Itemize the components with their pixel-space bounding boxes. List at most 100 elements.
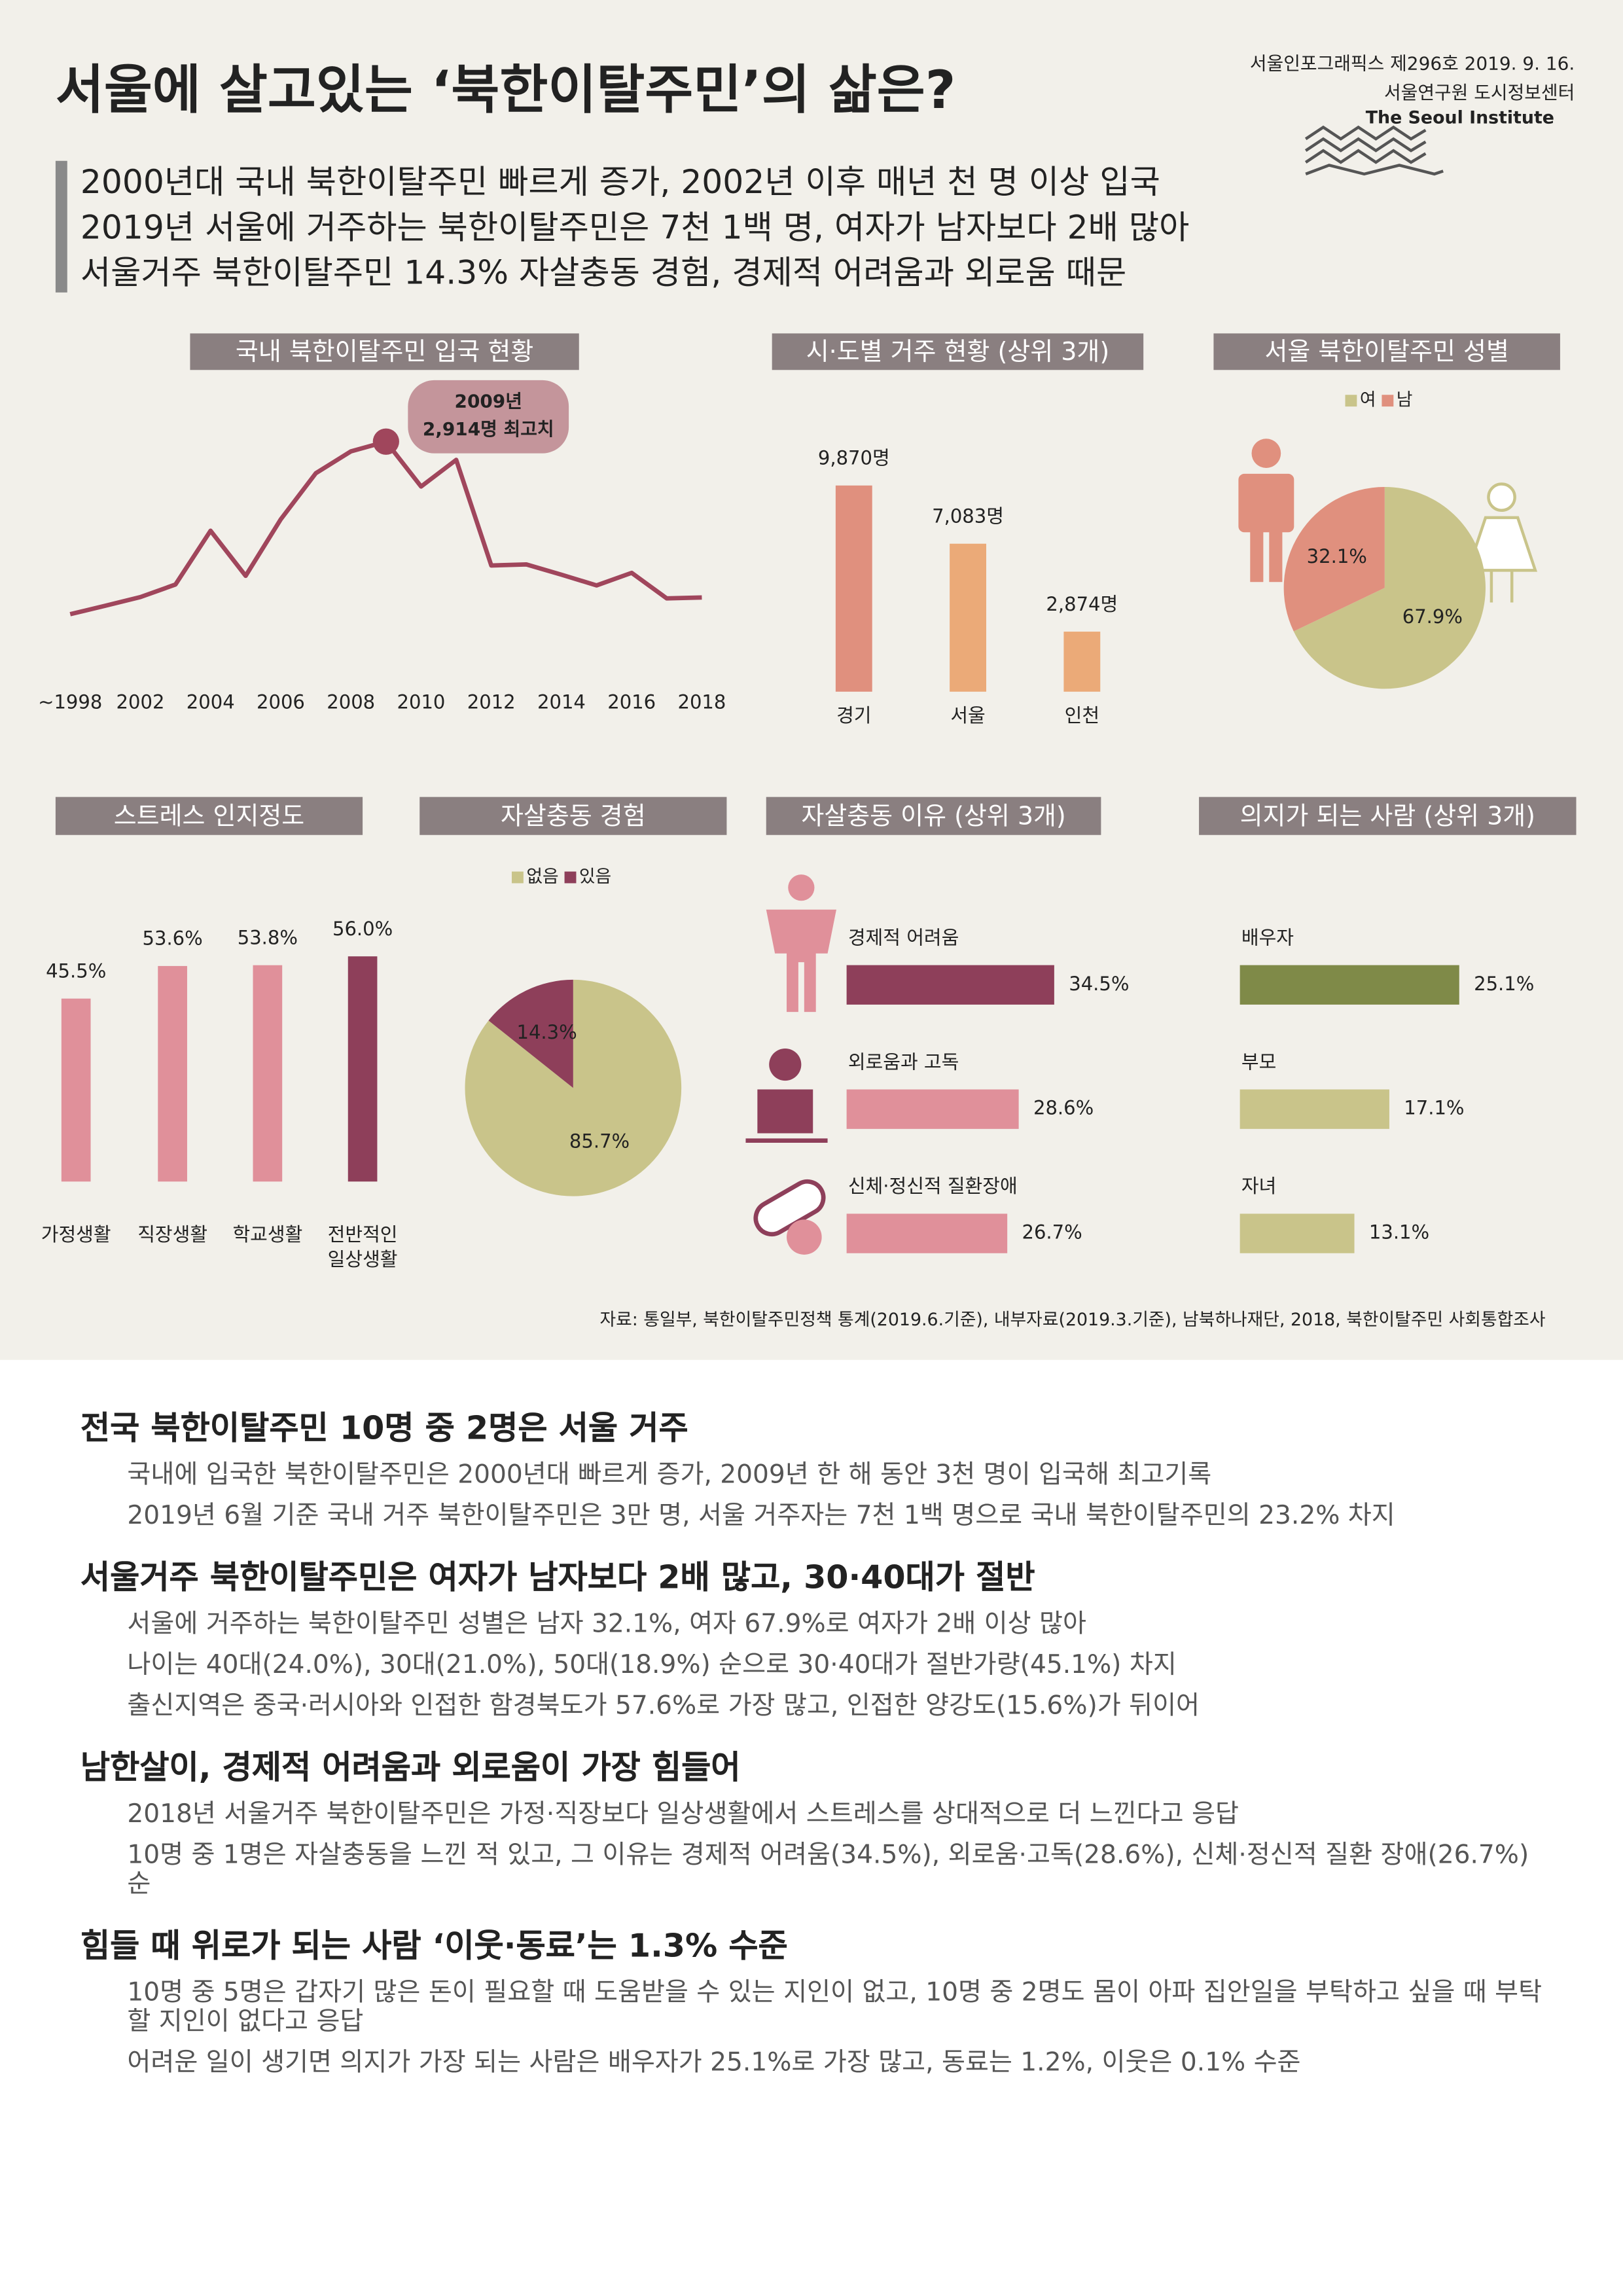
chart-title: 서울 북한이탈주민 성별: [1264, 337, 1508, 366]
value-label: 53.8%: [238, 926, 298, 948]
logo-wave: [1304, 125, 1427, 141]
value-label: 26.7%: [1022, 1221, 1082, 1244]
chart-title-box: [766, 797, 1101, 835]
chart-title: 시·도별 거주 현황 (상위 3개): [806, 337, 1109, 366]
female-icon: [1466, 482, 1538, 603]
lonely-icon: [745, 1048, 828, 1143]
org-name: 서울연구원 도시정보센터: [1384, 82, 1575, 103]
category-label: 전반적인 일상생활: [328, 1223, 398, 1270]
x-tick-label: 2004: [187, 691, 235, 713]
category-label: 배우자: [1241, 926, 1294, 948]
bar: [846, 965, 1054, 1005]
legend-swatch: [511, 871, 524, 884]
x-tick-label: 2010: [397, 691, 446, 713]
logo: [1304, 125, 1444, 176]
category-label: 경제적 어려움: [848, 926, 959, 948]
summary-line: 2019년 서울에 거주하는 북한이탈주민은 7천 1백 명, 여자가 남자보다…: [80, 207, 1189, 246]
section-paragraph: 2018년 서울거주 북한이탈주민은 가정·직장보다 일상생활에서 스트레스를 …: [127, 1800, 1239, 1830]
slice-label: 85.7%: [569, 1130, 630, 1153]
value-label: 45.5%: [46, 960, 106, 982]
annotation-box: [408, 380, 569, 454]
peak-dot: [372, 428, 399, 455]
slice-label: 14.3%: [516, 1021, 577, 1043]
x-tick-label: 2012: [467, 691, 516, 713]
bar: [1240, 1213, 1355, 1253]
legend-label: 남: [1397, 390, 1413, 410]
pie-slice: [488, 979, 573, 1088]
bar: [1063, 632, 1101, 692]
pie-slice: [1283, 486, 1385, 632]
section-heading: 서울거주 북한이탈주민은 여자가 남자보다 2배 많고, 30·40대가 절반: [80, 1560, 1035, 1597]
main-title: 서울에 살고있는 ‘북한이탈주민’의 삶은?: [56, 59, 956, 120]
legend-swatch: [1382, 395, 1394, 407]
chart-title: 의지가 되는 사람 (상위 3개): [1240, 801, 1535, 830]
icon-body: [766, 909, 836, 1013]
bar: [61, 998, 91, 1182]
value-label: 17.1%: [1404, 1097, 1464, 1119]
section-paragraph: 10명 중 1명은 자살충동을 느낀 적 있고, 그 이유는 경제적 어려움(3…: [127, 1840, 1529, 1900]
section-paragraph: 나이는 40대(24.0%), 30대(21.0%), 50대(18.9%) 순…: [127, 1651, 1177, 1681]
summary-bar: [55, 160, 67, 293]
value-label: 7,083명: [932, 505, 1004, 528]
legend-label: 여: [1360, 390, 1376, 410]
value-label: 2,874명: [1046, 593, 1118, 615]
category-label: 가정생활: [41, 1223, 111, 1246]
bar: [835, 485, 872, 692]
icon-leg: [1269, 526, 1283, 583]
chart-title-box: [55, 797, 363, 835]
chart-title: 자살충동 이유 (상위 3개): [801, 801, 1065, 830]
slice-label: 32.1%: [1307, 545, 1367, 567]
value-label: 13.1%: [1369, 1221, 1429, 1244]
section-heading: 전국 북한이탈주민 10명 중 2명은 서울 거주: [80, 1411, 688, 1448]
stress-person-icon: [766, 874, 836, 1013]
logo-wave: [1304, 137, 1427, 152]
org-name-en: The Seoul Institute: [1366, 107, 1554, 128]
pie-slice: [1293, 486, 1486, 689]
bar: [846, 1213, 1008, 1253]
value-label: 53.6%: [143, 927, 203, 950]
bar: [1240, 1089, 1389, 1129]
chart-title-box: [1213, 333, 1560, 370]
legend-label: 없음: [526, 867, 558, 887]
legend-swatch: [1345, 395, 1357, 407]
icon-head: [788, 874, 815, 901]
category-label: 학교생활: [232, 1223, 302, 1246]
icon-head: [1487, 482, 1516, 512]
summary-line: 서울거주 북한이탈주민 14.3% 자살충동 경험, 경제적 어려움과 외로움 …: [80, 253, 1126, 292]
chart-title: 자살충동 경험: [501, 801, 646, 830]
slice-label: 67.9%: [1402, 605, 1463, 628]
section: 남한살이, 경제적 어려움과 외로움이 가장 힘들어 2018년 서울거주 북한이…: [0, 1748, 1623, 1899]
icon-tablet: [787, 1219, 822, 1255]
pie-slice: [465, 979, 682, 1196]
chart-title: 국내 북한이탈주민 입국 현황: [236, 337, 533, 366]
category-label: 외로움과 고독: [848, 1050, 959, 1073]
category-label: 신체·정신적 질환장애: [848, 1175, 1018, 1197]
male-icon: [1238, 439, 1294, 583]
section-paragraph: 출신지역은 중국·러시아와 인접한 함경북도가 57.6%로 가장 많고, 인접…: [127, 1692, 1200, 1721]
x-tick-label: 2016: [607, 691, 656, 713]
icon-head: [769, 1048, 802, 1081]
chart-title-box: [1199, 797, 1577, 835]
category-label: 경기: [836, 704, 871, 726]
annotation-text: 2,914명 최고치: [423, 418, 554, 440]
section: 서울거주 북한이탈주민은 여자가 남자보다 2배 많고, 30·40대가 절반 서…: [0, 1557, 1623, 1721]
value-label: 9,870명: [818, 447, 890, 469]
section-paragraph: 2019년 6월 기준 국내 거주 북한이탈주민은 3만 명, 서울 거주자는 …: [127, 1501, 1395, 1532]
bar: [253, 965, 283, 1182]
pill-icon: [753, 1179, 826, 1255]
icon-leg: [1250, 526, 1264, 583]
category-label: 자녀: [1241, 1175, 1276, 1197]
summary-line: 2000년대 국내 북한이탈주민 빠르게 증가, 2002년 이후 매년 천 명…: [80, 162, 1160, 201]
section-paragraph: 10명 중 5명은 갑자기 많은 돈이 필요할 때 도움받을 수 있는 지인이 …: [127, 1978, 1543, 2037]
bar: [1240, 965, 1459, 1005]
bar: [158, 965, 187, 1182]
section-heading: 남한살이, 경제적 어려움과 외로움이 가장 힘들어: [80, 1750, 741, 1787]
x-tick-label: 2002: [116, 691, 165, 713]
icon-leg: [1489, 570, 1514, 603]
category-label: 부모: [1241, 1050, 1276, 1073]
section-paragraph: 국내에 입국한 북한이탈주민은 2000년대 빠르게 증가, 2009년 한 해…: [127, 1460, 1212, 1490]
value-label: 28.6%: [1033, 1097, 1094, 1119]
source: 자료: 통일부, 북한이탈주민정책 통계(2019.6.기준), 내부자료(20…: [599, 1310, 1545, 1330]
